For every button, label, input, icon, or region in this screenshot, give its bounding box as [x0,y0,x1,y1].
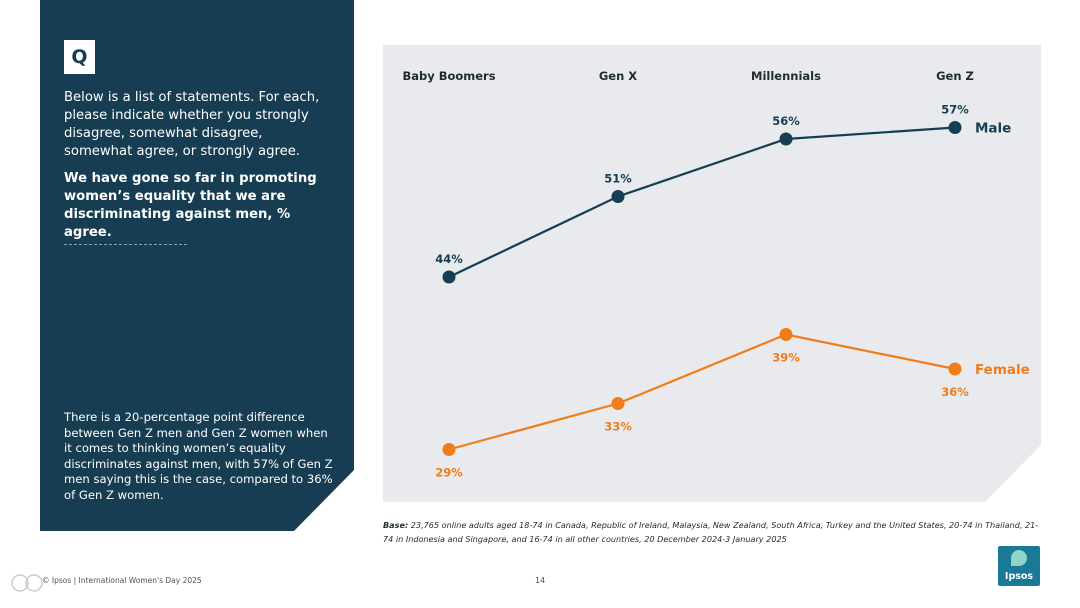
watermark [11,574,43,592]
question-panel: Q Below is a list of statements. For eac… [40,0,354,531]
data-label: 36% [941,385,969,399]
question-badge: Q [64,40,95,74]
data-point [948,121,962,134]
logo-mark-icon [1011,550,1027,566]
page-number: 14 [535,576,546,585]
category-label: Gen X [599,69,637,83]
footer-copyright: © Ipsos | International Women's Day 2025 [42,576,202,585]
data-point [442,270,456,284]
category-label: Gen Z [936,69,974,83]
category-label: Millennials [751,69,821,83]
base-note-label: Base: [383,520,409,530]
data-point [611,397,625,410]
data-label: 57% [941,103,969,117]
data-point [948,362,962,376]
data-label: 33% [604,420,632,434]
data-label: 56% [772,114,800,128]
series-line-female [448,333,956,451]
legend-male: Male [975,121,1011,137]
data-point [779,328,793,341]
data-label: 39% [772,351,800,365]
ipsos-logo: Ipsos [998,546,1040,586]
watermark-icon-2 [25,574,43,592]
chart-panel [383,45,1041,502]
series-line-male [448,126,956,278]
category-label: Baby Boomers [402,69,495,83]
data-point [611,190,625,203]
question-statement: We have gone so far in promoting women’s… [64,171,317,240]
data-label: 51% [604,172,632,186]
base-note-text: 23,765 online adults aged 18-74 in Canad… [383,520,1039,544]
base-note: Base: 23,765 online adults aged 18-74 in… [383,518,1048,546]
question-text: Below is a list of statements. For each,… [64,90,320,159]
insight-note: There is a 20-percentage point differenc… [64,410,333,502]
logo-text: Ipsos [1004,571,1034,582]
legend-female: Female [975,362,1030,378]
watermark-icon [11,574,29,592]
data-point [442,443,456,456]
divider [64,244,187,245]
data-label: 44% [435,252,463,266]
data-label: 29% [435,466,463,480]
data-point [779,132,793,146]
